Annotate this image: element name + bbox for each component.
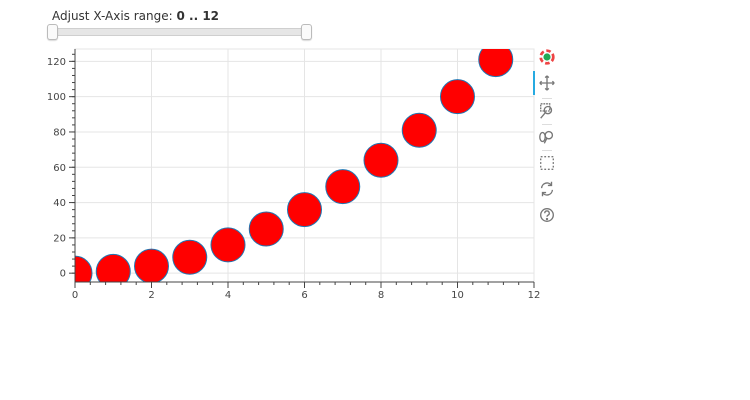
y-tick-label: 0: [60, 269, 66, 280]
x-tick-label: 6: [301, 290, 307, 301]
x-tick-label: 12: [528, 290, 541, 301]
data-points: [75, 49, 514, 282]
y-tick-label: 120: [47, 57, 66, 68]
slider-title: Adjust X-Axis range: 0 .. 12: [52, 9, 219, 23]
toolbar-separator: [542, 150, 552, 151]
y-tick-label: 80: [53, 127, 66, 138]
data-point: [478, 49, 514, 78]
wheel-zoom-icon[interactable]: [537, 127, 557, 147]
box-zoom-icon[interactable]: [537, 101, 557, 121]
data-point: [95, 253, 131, 282]
x-tick-label: 4: [225, 290, 231, 301]
data-point: [172, 239, 208, 275]
x-tick-label: 10: [451, 290, 464, 301]
slider-end-handle[interactable]: [301, 24, 312, 40]
y-tick-label: 40: [53, 198, 66, 209]
slider-start-handle[interactable]: [47, 24, 58, 40]
data-point: [210, 227, 246, 263]
x-tick-label: 8: [378, 290, 384, 301]
data-point: [75, 255, 93, 282]
y-tick-label: 20: [53, 233, 66, 244]
y-tick-label: 100: [47, 92, 66, 103]
toolbar-separator: [542, 98, 552, 99]
data-point: [248, 211, 284, 247]
pan-icon[interactable]: [537, 73, 557, 93]
x-tick-label: 0: [72, 290, 78, 301]
slider-value: 0 .. 12: [176, 9, 220, 23]
y-tick-label: 60: [53, 163, 66, 174]
active-tool-indicator: [533, 71, 535, 95]
data-point: [325, 169, 361, 205]
toolbar-separator: [542, 124, 552, 125]
box-select-icon[interactable]: [537, 153, 557, 173]
bokeh-logo-icon[interactable]: [537, 47, 557, 67]
data-point: [363, 142, 399, 178]
data-point: [287, 192, 322, 228]
help-icon[interactable]: [537, 205, 557, 225]
data-point: [134, 248, 169, 282]
x-tick-label: 2: [148, 290, 154, 301]
data-point: [401, 112, 437, 148]
data-point: [440, 79, 475, 115]
reset-icon[interactable]: [537, 179, 557, 199]
slider-title-text: Adjust X-Axis range:: [52, 9, 173, 23]
